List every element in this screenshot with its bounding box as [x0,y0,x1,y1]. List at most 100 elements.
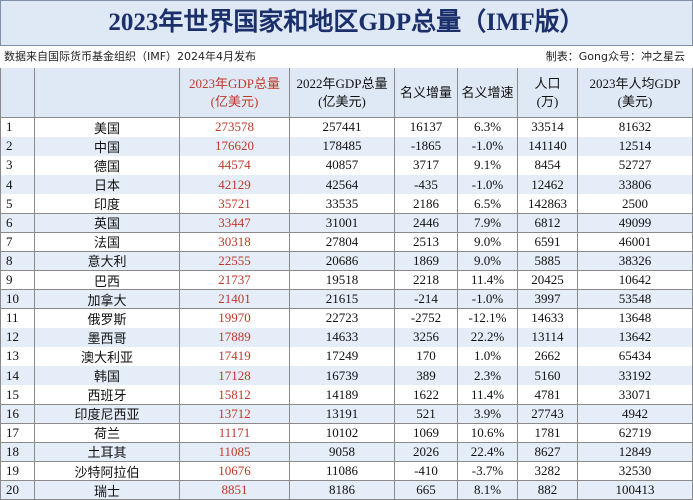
cell: 6812 [518,213,578,234]
cell: 176620 [180,137,290,157]
cell: 20686 [290,251,395,272]
cell: 8627 [518,442,578,463]
cell: 14633 [290,328,395,348]
cell: 12849 [578,442,693,463]
cell: 14 [0,366,35,386]
header-cell: 人口 (万) [518,68,578,118]
cell: 西班牙 [35,385,180,405]
cell: 10 [0,289,35,310]
cell: 21737 [180,270,290,291]
cell: 韩国 [35,366,180,386]
cell: 273578 [180,118,290,138]
cell: 62719 [578,423,693,444]
header-cell: 名义增量 [395,68,458,118]
subtitle-bar: 数据来自国际货币基金组织（IMF）2024年4月发布 制表：Gong众号：冲之星… [0,46,693,68]
cell: 17249 [290,347,395,367]
cell: 27743 [518,404,578,425]
cell: 13648 [578,309,693,329]
cell: -1865 [395,137,458,157]
cell: 18 [0,442,35,463]
cell: 11171 [180,423,290,444]
cell: 13114 [518,328,578,348]
cell: 4781 [518,385,578,405]
cell: 10.6% [458,423,518,444]
header-text: (万) [536,93,559,109]
header-cell [0,68,35,118]
cell: 142863 [518,194,578,214]
cell: 印度 [35,194,180,214]
cell: 17419 [180,347,290,367]
cell: 16739 [290,366,395,386]
cell: 墨西哥 [35,328,180,348]
cell: 巴西 [35,270,180,291]
cell: 81632 [578,118,693,138]
title: 2023年世界国家和地区GDP总量（IMF版） [0,0,693,46]
cell: 49099 [578,213,693,234]
cell: 389 [395,366,458,386]
cell: 53548 [578,289,693,310]
cell: 16137 [395,118,458,138]
header-text: 人口 [534,75,561,91]
cell: 11.4% [458,385,518,405]
cell: 257441 [290,118,395,138]
cell: 9 [0,270,35,291]
cell: 11086 [290,461,395,482]
cell: 170 [395,347,458,367]
cell: 3.9% [458,404,518,425]
header-text: (亿美元) [210,93,259,109]
cell: 882 [518,480,578,500]
cell: 665 [395,480,458,500]
cell: 65434 [578,347,693,367]
cell: 瑞士 [35,480,180,500]
cell: 印度尼西亚 [35,404,180,425]
cell: 10676 [180,461,290,482]
cell: 3256 [395,328,458,348]
cell: 27804 [290,232,395,253]
cell: 11.4% [458,270,518,291]
cell: 20425 [518,270,578,291]
cell: 178485 [290,137,395,157]
cell: 15 [0,385,35,405]
cell: 3997 [518,289,578,310]
cell: 13642 [578,328,693,348]
cell: 12462 [518,175,578,195]
cell: 6.5% [458,194,518,214]
cell: 22555 [180,251,290,272]
cell: 22.4% [458,442,518,463]
cell: 1.0% [458,347,518,367]
cell: 10642 [578,270,693,291]
cell: 6.3% [458,118,518,138]
cell: 13712 [180,404,290,425]
cell: 14189 [290,385,395,405]
cell: 1069 [395,423,458,444]
cell: 30318 [180,232,290,253]
cell: 9.0% [458,232,518,253]
cell: 46001 [578,232,693,253]
header-text: (亿美元) [318,93,366,109]
cell: 德国 [35,156,180,176]
header-cell: 2022年GDP总量 (亿美元) [290,68,395,118]
cell: 6 [0,213,35,234]
header-cell: 2023年GDP总量 (亿美元) [180,68,290,118]
cell: 11 [0,309,35,329]
cell: 日本 [35,175,180,195]
cell: 澳大利亚 [35,347,180,367]
table: 2023年GDP总量 (亿美元) 2022年GDP总量 (亿美元) 名义增量 名义增速 人口… [0,68,693,500]
cell: 19518 [290,270,395,291]
cell: 意大利 [35,251,180,272]
cell: 17128 [180,366,290,386]
cell: 7.9% [458,213,518,234]
cell: 19 [0,461,35,482]
cell: 3 [0,156,35,176]
cell: 2500 [578,194,693,214]
cell: 法国 [35,232,180,253]
cell: 5160 [518,366,578,386]
cell: 8454 [518,156,578,176]
cell: 1781 [518,423,578,444]
cell: 20 [0,480,35,500]
source: 数据来自国际货币基金组织（IMF）2024年4月发布 [4,50,257,63]
cell: 13 [0,347,35,367]
cell: 21615 [290,289,395,310]
cell: 14633 [518,309,578,329]
